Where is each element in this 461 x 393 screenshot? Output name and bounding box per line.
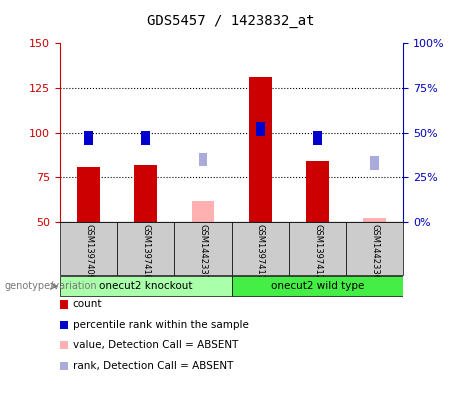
Bar	[84, 131, 93, 145]
Bar	[134, 165, 157, 222]
Bar	[289, 222, 346, 275]
Bar	[256, 122, 265, 136]
Text: percentile rank within the sample: percentile rank within the sample	[73, 320, 249, 330]
Bar	[199, 153, 207, 166]
Bar	[142, 131, 150, 145]
Bar	[231, 222, 289, 275]
Bar	[313, 131, 322, 145]
Text: GSM1397410: GSM1397410	[141, 224, 150, 280]
Bar	[117, 222, 174, 275]
Bar	[60, 222, 117, 275]
Bar	[363, 219, 386, 222]
Text: GSM1442337: GSM1442337	[199, 224, 207, 280]
Text: value, Detection Call = ABSENT: value, Detection Call = ABSENT	[73, 340, 238, 350]
Text: GDS5457 / 1423832_at: GDS5457 / 1423832_at	[147, 14, 314, 28]
Text: GSM1397409: GSM1397409	[84, 224, 93, 280]
Text: onecut2 knockout: onecut2 knockout	[99, 281, 193, 291]
Bar	[60, 275, 231, 296]
Text: GSM1397411: GSM1397411	[256, 224, 265, 280]
Bar	[371, 156, 379, 170]
Text: genotype/variation: genotype/variation	[5, 281, 97, 291]
Text: GSM1397412: GSM1397412	[313, 224, 322, 280]
Text: count: count	[73, 299, 102, 309]
Text: rank, Detection Call = ABSENT: rank, Detection Call = ABSENT	[73, 361, 233, 371]
Bar	[249, 77, 272, 222]
Text: onecut2 wild type: onecut2 wild type	[271, 281, 364, 291]
Bar	[174, 222, 231, 275]
Bar	[346, 222, 403, 275]
Bar	[231, 275, 403, 296]
Bar	[306, 161, 329, 222]
Bar	[192, 200, 214, 222]
Bar	[77, 167, 100, 222]
Text: GSM1442336: GSM1442336	[370, 224, 379, 280]
